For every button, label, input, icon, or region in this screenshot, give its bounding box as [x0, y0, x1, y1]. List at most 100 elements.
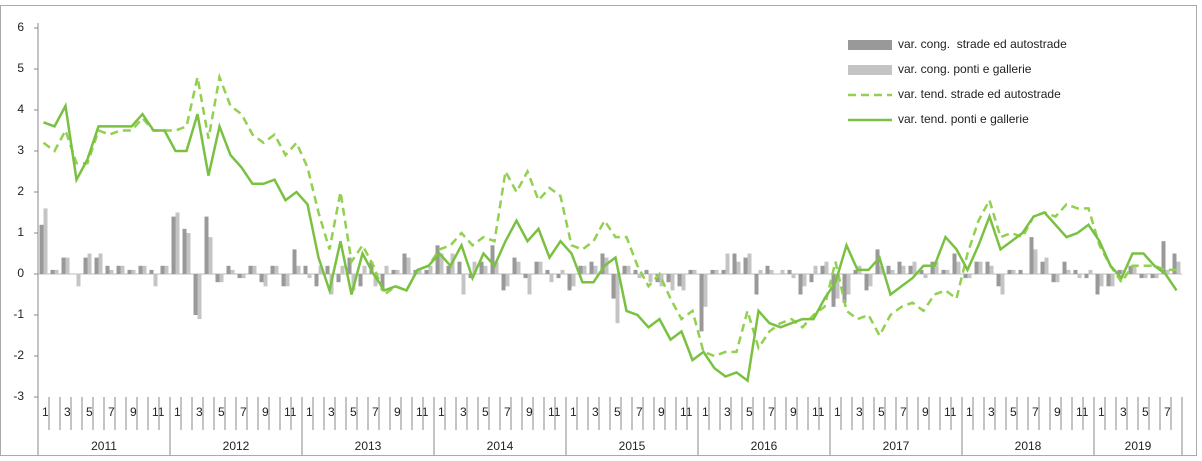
bar: [1011, 269, 1016, 274]
bar: [153, 274, 158, 287]
bar: [1088, 269, 1093, 274]
bar: [380, 274, 385, 291]
legend-swatch: [848, 40, 892, 50]
bar: [358, 274, 363, 287]
year-label: 2011: [91, 439, 117, 453]
bar: [208, 237, 213, 274]
bar: [1000, 274, 1005, 295]
bar: [120, 265, 125, 274]
x-tick-label: 7: [1164, 405, 1171, 419]
bar: [435, 245, 440, 274]
bar: [571, 274, 576, 287]
bar: [703, 274, 708, 307]
x-tick-label: 3: [988, 405, 995, 419]
legend-swatch: [848, 65, 892, 75]
x-tick-label: 9: [1054, 405, 1061, 419]
bar: [98, 253, 103, 274]
bar: [193, 274, 198, 315]
bar: [1110, 274, 1115, 287]
x-tick-label: 3: [328, 405, 335, 419]
x-tick-label: 7: [108, 405, 115, 419]
bar: [1040, 261, 1045, 274]
y-tick-label: 1: [17, 225, 24, 239]
bar: [692, 269, 697, 274]
bar: [721, 269, 726, 274]
bar: [989, 265, 994, 274]
x-tick-label: 7: [900, 405, 907, 419]
bar: [824, 261, 829, 274]
bar: [1051, 274, 1056, 283]
bar: [296, 265, 301, 274]
year-label: 2015: [619, 439, 646, 453]
bar: [417, 269, 422, 274]
line: [42, 72, 1177, 358]
bar: [1077, 274, 1082, 279]
bar: [171, 216, 176, 274]
bar: [864, 274, 869, 291]
x-tick-label: 9: [658, 405, 665, 419]
x-tick-label: 1: [570, 405, 577, 419]
bar: [292, 249, 297, 274]
bar: [186, 233, 191, 274]
bar: [556, 274, 561, 279]
line: [43, 101, 1178, 383]
bar: [164, 265, 169, 274]
bar: [219, 274, 224, 283]
bar: [395, 269, 400, 274]
x-tick-label: 1: [702, 405, 709, 419]
bar: [94, 257, 99, 274]
bar: [483, 265, 488, 274]
bar: [732, 253, 737, 274]
bar: [402, 253, 407, 274]
x-tick-label: 5: [878, 405, 885, 419]
bar: [87, 253, 92, 274]
bar: [1007, 269, 1012, 274]
bar: [351, 274, 356, 291]
bar: [853, 269, 858, 274]
bar: [314, 274, 319, 287]
bar: [516, 261, 521, 274]
bar: [1099, 274, 1104, 287]
bar: [494, 261, 499, 274]
bar: [978, 261, 983, 274]
x-tick-label: 7: [504, 405, 511, 419]
bar: [523, 274, 528, 279]
legend-label: var. cong. ponti e gallerie: [898, 62, 1032, 76]
bar: [769, 269, 774, 274]
bar: [50, 269, 55, 274]
bar: [1033, 249, 1038, 274]
bar: [923, 274, 928, 279]
bar: [457, 261, 462, 274]
bar: [567, 274, 572, 291]
y-tick-label: -2: [13, 348, 24, 362]
bar: [318, 265, 323, 274]
bar: [501, 274, 506, 291]
bar: [798, 274, 803, 295]
bar: [1095, 274, 1100, 295]
bar: [831, 274, 836, 307]
x-tick-label: 11: [944, 405, 957, 419]
bar: [138, 265, 143, 274]
x-tick-label: 5: [350, 405, 357, 419]
x-tick-label: 11: [416, 405, 429, 419]
bar: [230, 269, 235, 274]
bar: [105, 265, 110, 274]
bar: [1165, 269, 1170, 274]
x-tick-label: 11: [548, 405, 561, 419]
bar: [787, 269, 792, 274]
y-tick-label: 5: [17, 61, 24, 75]
bar: [644, 269, 649, 274]
y-tick-label: 0: [17, 266, 24, 280]
bar: [362, 265, 367, 274]
bar: [252, 265, 257, 274]
bar: [226, 265, 231, 274]
bar: [578, 265, 583, 274]
x-tick-label: 1: [174, 405, 181, 419]
bar: [710, 269, 715, 274]
year-label: 2018: [1015, 439, 1042, 453]
x-tick-label: 3: [724, 405, 731, 419]
bar: [1150, 274, 1155, 279]
bar: [1161, 241, 1166, 274]
x-tick-label: 3: [460, 405, 467, 419]
bar: [274, 265, 279, 274]
